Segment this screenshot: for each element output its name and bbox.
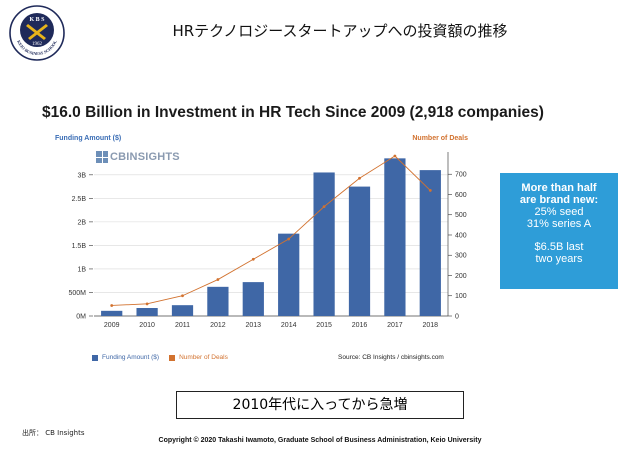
callout-line: $6.5B last <box>534 241 584 253</box>
logo-top-text: K B S <box>29 17 45 23</box>
bar-funding-2009 <box>101 310 123 316</box>
y-left-tick-label: 500M <box>68 290 86 297</box>
bar-funding-2018 <box>419 170 441 316</box>
point-deals-2013 <box>251 257 255 261</box>
point-deals-2010 <box>145 302 149 306</box>
point-deals-2012 <box>216 278 220 281</box>
bar-funding-2017 <box>384 158 406 316</box>
y-right-tick-label: 300 <box>455 253 467 260</box>
point-deals-2015 <box>322 205 326 209</box>
point-deals-2011 <box>181 294 184 298</box>
chart-heading: $16.0 Billion in Investment in HR Tech S… <box>42 104 544 121</box>
y-left-tick-label: 0M <box>76 314 86 321</box>
point-deals-2009 <box>110 304 114 307</box>
y-left-tick-label: 1.5B <box>72 243 87 250</box>
copyright-notice: Copyright © 2020 Takashi Iwamoto, Gradua… <box>158 437 482 444</box>
bar-funding-2011 <box>171 305 194 316</box>
slide-title: HRテクノロジースタートアップへの投資額の推移 <box>172 22 508 40</box>
point-deals-2016 <box>358 176 361 180</box>
y-axis-right-title: Number of Deals <box>412 135 468 142</box>
legend-swatch-deals <box>169 354 176 361</box>
legend-label-funding: Funding Amount ($) <box>102 354 160 361</box>
point-deals-2017 <box>393 154 397 158</box>
y-left-tick-label: 2.5B <box>72 196 87 203</box>
chart-source: Source: CB Insights / cbinsights.com <box>338 354 444 361</box>
callout-line: are brand new: <box>519 194 599 206</box>
x-tick-label: 2013 <box>246 322 262 329</box>
callout-line: More than half <box>521 182 597 194</box>
x-tick-label: 2017 <box>387 322 403 329</box>
callout-line: 31% series A <box>526 218 592 230</box>
logo-year: 1962 <box>32 42 43 47</box>
y-left-tick-label: 1B <box>77 266 86 273</box>
x-tick-label: 2012 <box>210 322 226 329</box>
y-left-tick-label: 3B <box>77 172 86 179</box>
y-right-tick-label: 700 <box>455 172 467 179</box>
y-left-tick-label: 2B <box>77 219 86 226</box>
brand-text: CBINSIGHTS <box>110 151 180 163</box>
y-right-tick-label: 200 <box>455 273 467 280</box>
footnote-source: 出所： CB Insights <box>22 429 85 437</box>
bar-funding-2015 <box>313 172 335 316</box>
y-right-tick-label: 100 <box>455 293 467 300</box>
callout-box: More than half are brand new: 25% seed 3… <box>500 173 618 289</box>
legend-item-funding: Funding Amount ($) <box>92 354 159 361</box>
y-right-tick-label: 400 <box>455 232 467 239</box>
bar-funding-2010 <box>136 308 158 316</box>
line-number-of-deals <box>111 155 431 306</box>
point-deals-2018 <box>428 189 432 192</box>
bar-funding-2014 <box>278 233 300 316</box>
callout-line: two years <box>535 253 583 265</box>
bar-funding-2016 <box>348 186 371 316</box>
cb-insights-brand: CBINSIGHTS <box>96 150 180 164</box>
x-tick-label: 2018 <box>423 322 439 329</box>
x-tick-label: 2011 <box>175 322 190 329</box>
callout-line: 25% seed <box>534 206 584 218</box>
y-right-tick-label: 500 <box>455 212 467 219</box>
x-tick-label: 2015 <box>316 322 332 329</box>
x-tick-label: 2016 <box>352 322 368 329</box>
summary-box: 2010年代に入ってから急増 <box>176 391 464 419</box>
funding-chart: 0M 500M 1B 1.5B 2B 2.5B 3B 0 100 200 300 400 500 600 7… <box>68 152 467 329</box>
point-deals-2014 <box>287 237 291 241</box>
x-tick-label: 2014 <box>281 322 297 329</box>
y-axis-left-title: Funding Amount ($) <box>55 135 122 142</box>
x-tick-label: 2009 <box>104 322 120 329</box>
y-right-tick-label: 600 <box>455 192 467 199</box>
legend-label-deals: Number of Deals <box>179 354 228 361</box>
keio-business-school-logo: K B S 1962 KEIO BUSINESS SCHOOL <box>9 5 65 61</box>
legend-item-deals: Number of Deals <box>169 354 228 361</box>
cb-insights-grid-icon <box>96 151 108 163</box>
legend-swatch-funding <box>92 354 98 361</box>
crossed-pens-icon <box>26 24 48 40</box>
y-right-tick-label: 0 <box>455 314 459 321</box>
chart-legend: Funding Amount ($) Number of Deals <box>92 354 238 361</box>
bar-funding-2012 <box>207 286 229 316</box>
x-tick-label: 2010 <box>139 322 155 329</box>
bar-funding-2013 <box>242 282 264 316</box>
